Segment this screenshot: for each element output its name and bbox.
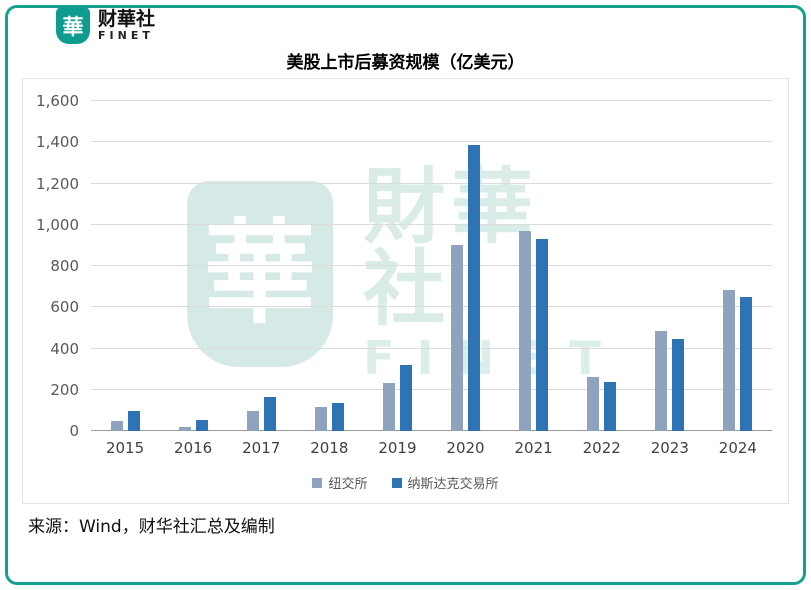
gridline [91,100,772,101]
bar-group-2015 [91,101,159,431]
chart-title: 美股上市后募资规模（亿美元） [286,53,525,73]
legend-item-纳斯达克交易所: 纳斯达克交易所 [391,473,499,492]
legend-label: 纳斯达克交易所 [407,477,499,492]
gridline [91,223,772,225]
bar-group-2018 [295,101,363,431]
bar-纽交所-2017 [246,411,259,431]
bar-纽交所-2021 [519,230,532,431]
bar-group-2017 [227,101,295,431]
bar-纳斯达克交易所-2016 [195,419,208,431]
bar-group-2020 [431,101,499,431]
bar-纳斯达克交易所-2020 [468,145,481,431]
legend: 纽交所 纳斯达克交易所 [23,473,788,492]
bar-纳斯达克交易所-2021 [536,239,549,431]
bar-纳斯达克交易所-2022 [604,381,617,431]
bar-纳斯达克交易所-2017 [263,396,276,431]
brand-name-en: FINET [98,28,154,42]
y-tick-label: 600 [50,298,79,317]
bars [91,101,772,431]
bar-纽交所-2019 [382,382,395,431]
bar-纳斯达克交易所-2023 [672,339,685,431]
y-tick-label: 200 [50,380,79,399]
y-axis: 0 200 400 600 800 1,000 1,200 1,400 1,600 [29,92,91,440]
bar-纳斯达克交易所-2019 [399,365,412,431]
gridline [91,265,772,266]
legend-label: 纽交所 [328,477,368,492]
bar-纳斯达克交易所-2015 [127,411,140,431]
gridline [91,388,772,390]
bar-group-2021 [500,101,568,431]
bar-group-2016 [159,101,227,431]
bar-纽交所-2015 [110,420,123,431]
legend-swatch-icon [312,477,323,488]
bar-纽交所-2024 [723,289,736,431]
gridline [91,430,772,431]
source-note: 来源：Wind，财华社汇总及编制 [28,517,275,537]
x-tick-label: 2015 [105,439,145,457]
gridline [91,347,772,349]
bar-纽交所-2023 [655,330,668,431]
legend-item-纽交所: 纽交所 [312,473,368,492]
brand-logo-char: 華 [62,14,84,39]
x-tick-label: 2024 [718,439,757,457]
brand-logo: 華 财華社 FINET [56,7,155,44]
bar-group-2019 [363,101,431,431]
y-tick-label: 1,400 [36,133,79,152]
plot-area [91,100,772,431]
bar-纽交所-2018 [314,407,327,431]
plot-row: 0 200 400 600 800 1,000 1,200 1,400 1,600 [29,92,772,440]
y-tick-label: 800 [50,257,79,275]
x-tick-label: 2021 [514,439,553,457]
brand-name-cn: 财華社 [98,7,156,30]
bar-纳斯达克交易所-2018 [331,403,344,431]
bar-group-2024 [704,101,772,431]
x-tick-label: 2019 [378,439,417,457]
x-tick-label: 2018 [310,439,349,457]
brand-logo-icon: 華 [56,7,90,44]
x-tick-label: 2023 [650,439,689,457]
bar-纽交所-2016 [178,426,191,431]
chart-container: 華 財華社 FINET 0 200 400 600 800 1,000 1,200 1,400… [22,78,789,504]
bar-纽交所-2022 [587,377,600,431]
legend-swatch-icon [391,477,402,488]
x-tick-label: 2016 [174,439,213,457]
x-tick-label: 2022 [582,439,621,457]
gridline [91,141,772,143]
brand-logo-text: 财華社 FINET [98,7,156,42]
y-tick-label: 0 [69,422,79,440]
x-axis: 2015 2016 2017 2018 2019 2020 2021 2022 2023 2024 [91,439,772,457]
y-tick-label: 1,000 [36,215,79,234]
gridline [91,182,772,184]
x-tick-label: 2017 [242,439,281,457]
y-tick-label: 1,600 [36,92,79,110]
bar-纽交所-2020 [451,245,464,431]
y-tick-label: 400 [50,339,79,358]
bar-group-2022 [568,101,636,431]
x-tick-label: 2020 [446,439,485,457]
bar-纳斯达克交易所-2024 [740,296,753,431]
bar-group-2023 [636,101,704,431]
gridline [91,306,772,308]
y-tick-label: 1,200 [36,174,79,193]
